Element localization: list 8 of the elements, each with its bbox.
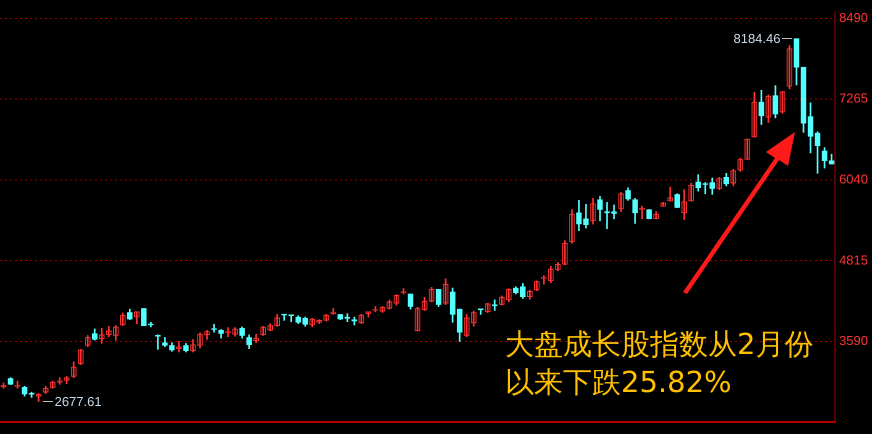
- annotation: 大盘成长股指数从2月份以来下跌25.82%: [505, 326, 814, 401]
- y-tick-label: 4815: [839, 252, 868, 268]
- annotation: 2677.61: [54, 394, 102, 409]
- y-tick-label: 7265: [839, 90, 868, 106]
- y-tick-label: 8490: [839, 10, 868, 25]
- y-tick-label: 6040: [839, 171, 868, 186]
- y-tick-label: 3590: [839, 333, 868, 348]
- annotation: 8184.46: [733, 30, 780, 46]
